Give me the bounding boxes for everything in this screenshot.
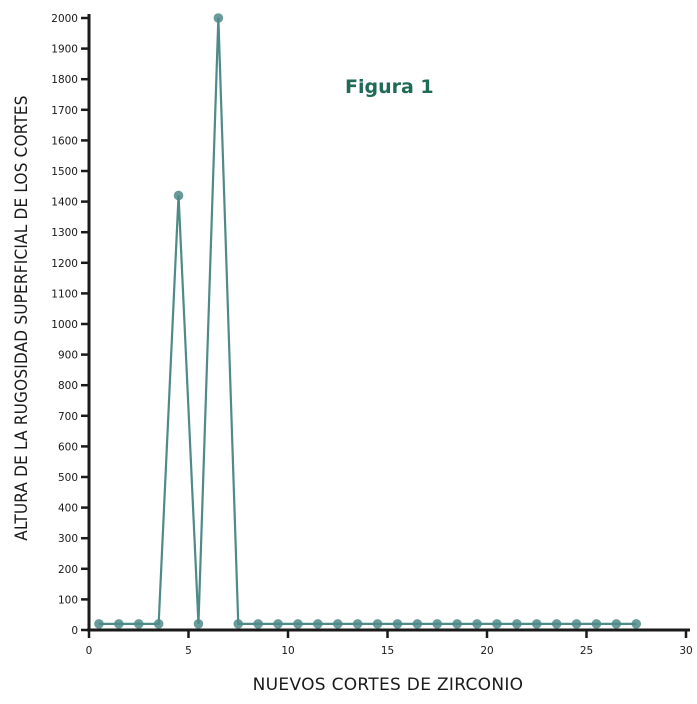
data-point — [153, 619, 164, 629]
data-point — [551, 619, 562, 629]
data-point — [94, 619, 104, 629]
y-tick-label: 600 — [58, 441, 78, 453]
y-tick-label: 400 — [58, 503, 78, 515]
y-tick-label: 1800 — [51, 74, 78, 86]
data-point — [133, 619, 144, 629]
x-tick-label: 5 — [185, 645, 192, 657]
x-tick-label: 30 — [679, 645, 692, 657]
data-point — [412, 619, 423, 629]
y-tick-label: 1400 — [51, 197, 78, 209]
data-point — [293, 619, 303, 629]
x-tick-label: 20 — [480, 645, 493, 657]
data-point — [273, 619, 283, 629]
y-tick-label: 0 — [71, 625, 78, 637]
data-point — [233, 619, 244, 629]
data-point — [631, 619, 642, 629]
data-point — [173, 190, 184, 201]
series-line — [98, 17, 637, 625]
y-tick-label: 200 — [58, 564, 78, 576]
y-tick-label: 300 — [58, 533, 78, 545]
y-tick-label: 800 — [58, 380, 78, 392]
x-tick-label: 10 — [281, 645, 294, 657]
y-tick-label: 1700 — [51, 105, 78, 117]
y-tick-label: 900 — [58, 350, 78, 362]
data-point — [253, 619, 263, 629]
data-point — [512, 619, 522, 629]
y-tick-label: 500 — [58, 472, 78, 484]
x-tick-label: 0 — [86, 645, 93, 657]
y-tick-label: 1200 — [51, 258, 78, 270]
y-tick-label: 700 — [58, 411, 78, 423]
y-tick-label: 1000 — [51, 319, 78, 331]
data-point — [432, 619, 443, 629]
x-axis-label: NUEVOS CORTES DE ZIRCONIO — [252, 675, 524, 695]
data-point — [193, 619, 204, 629]
data-point — [472, 619, 482, 629]
data-point — [313, 619, 323, 629]
data-point — [452, 619, 462, 629]
x-tick-label: 15 — [381, 645, 394, 657]
data-point — [571, 619, 582, 629]
y-tick-label: 1500 — [51, 166, 78, 178]
data-point — [611, 619, 622, 629]
figure-label: Figura 1 — [345, 76, 434, 98]
y-tick-label: 1100 — [51, 288, 78, 300]
x-tick-label: 25 — [580, 645, 593, 657]
data-point — [591, 619, 602, 629]
data-point — [352, 619, 363, 629]
data-point — [372, 619, 383, 629]
data-point — [531, 619, 542, 629]
y-tick-label: 100 — [58, 594, 78, 606]
data-point — [114, 619, 124, 629]
data-point — [332, 619, 343, 629]
y-tick-label: 1300 — [51, 227, 78, 239]
y-tick-label: 1600 — [51, 135, 78, 147]
y-axis-label: ALTURA DE LA RUGOSIDAD SUPERFICIAL DE LO… — [12, 95, 32, 541]
y-tick-label: 1900 — [51, 44, 78, 56]
data-point — [213, 13, 224, 23]
y-axis-label-wrap: ALTURA DE LA RUGOSIDAD SUPERFICIAL DE LO… — [0, 0, 40, 699]
data-point — [392, 619, 403, 629]
y-tick-label: 2000 — [51, 13, 78, 25]
data-point — [492, 619, 502, 629]
